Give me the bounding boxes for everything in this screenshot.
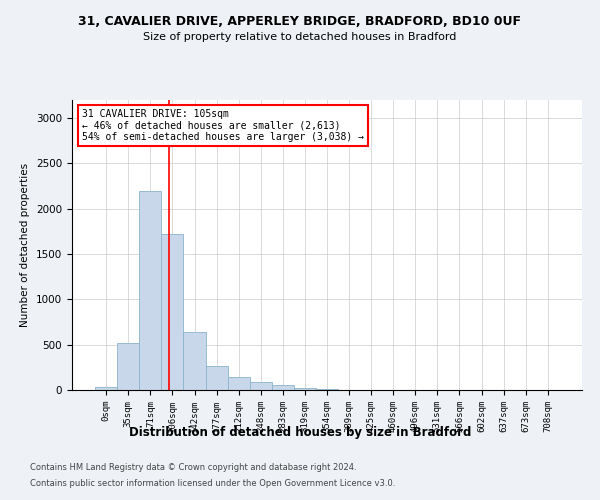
Bar	[95, 388, 117, 390]
Bar	[316, 389, 338, 390]
Bar	[294, 388, 316, 390]
Bar	[206, 366, 227, 390]
Text: Contains public sector information licensed under the Open Government Licence v3: Contains public sector information licen…	[30, 478, 395, 488]
Text: Size of property relative to detached houses in Bradford: Size of property relative to detached ho…	[143, 32, 457, 42]
Y-axis label: Number of detached properties: Number of detached properties	[20, 163, 31, 327]
Bar	[139, 190, 161, 390]
Bar	[227, 377, 250, 390]
Text: Contains HM Land Registry data © Crown copyright and database right 2024.: Contains HM Land Registry data © Crown c…	[30, 464, 356, 472]
Text: 31 CAVALIER DRIVE: 105sqm
← 46% of detached houses are smaller (2,613)
54% of se: 31 CAVALIER DRIVE: 105sqm ← 46% of detac…	[82, 108, 364, 142]
Bar	[250, 382, 272, 390]
Bar	[184, 332, 206, 390]
Text: Distribution of detached houses by size in Bradford: Distribution of detached houses by size …	[129, 426, 471, 439]
Bar	[161, 234, 184, 390]
Bar	[117, 343, 139, 390]
Bar	[272, 385, 294, 390]
Text: 31, CAVALIER DRIVE, APPERLEY BRIDGE, BRADFORD, BD10 0UF: 31, CAVALIER DRIVE, APPERLEY BRIDGE, BRA…	[79, 15, 521, 28]
